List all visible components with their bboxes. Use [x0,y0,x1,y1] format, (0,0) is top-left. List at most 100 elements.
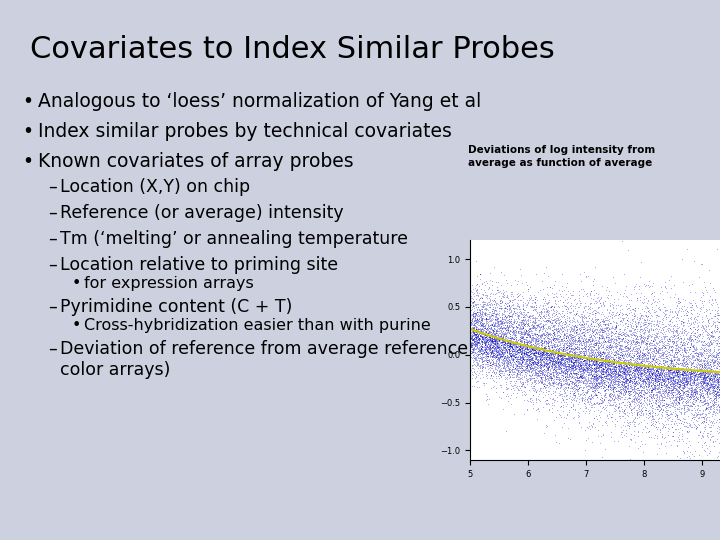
Point [611,349,622,358]
Point [663,383,675,391]
Point [483,334,495,343]
Point [703,381,715,389]
Point [543,350,554,359]
Point [520,343,531,352]
Point [607,400,618,408]
Point [547,346,559,354]
Point [559,349,570,357]
Point [714,339,720,348]
Point [470,339,482,348]
Point [534,348,546,357]
Point [615,362,626,371]
Point [468,360,480,368]
Point [580,383,592,391]
Point [662,427,673,435]
Point [703,370,715,379]
Point [703,374,715,383]
Point [568,381,580,390]
Point [667,376,678,384]
Point [512,354,523,363]
Point [633,352,644,361]
Point [521,341,532,350]
Point [714,362,720,370]
Point [559,369,571,377]
Point [471,329,482,338]
Point [695,370,706,379]
Point [628,394,639,403]
Point [685,309,697,318]
Point [708,359,720,368]
Point [657,314,668,322]
Point [636,347,647,356]
Point [626,359,637,368]
Point [590,371,602,380]
Point [531,415,542,423]
Point [582,355,594,364]
Point [667,375,678,384]
Point [553,343,564,352]
Point [633,350,644,359]
Point [694,303,706,312]
Point [499,349,510,357]
Point [513,360,525,368]
Point [698,396,710,404]
Point [573,329,585,338]
Point [572,373,584,382]
Point [690,384,702,393]
Point [572,361,583,370]
Point [646,378,657,387]
Point [524,371,536,380]
Point [625,364,636,373]
Point [648,392,660,400]
Point [620,364,631,373]
Point [658,364,670,373]
Point [691,349,703,357]
Point [632,370,644,379]
Point [478,278,490,286]
Point [518,326,530,335]
Point [620,364,631,373]
Point [544,347,556,355]
Point [470,340,482,349]
Point [652,294,664,303]
Point [652,380,663,389]
Point [663,411,675,420]
Point [469,341,480,350]
Point [512,353,523,361]
Point [554,309,566,318]
Point [537,351,549,360]
Point [711,375,720,383]
Point [544,283,555,292]
Point [644,370,656,379]
Point [510,304,522,313]
Point [679,361,690,370]
Point [485,342,496,350]
Point [480,363,491,372]
Point [714,348,720,357]
Point [497,349,508,357]
Point [628,422,639,430]
Point [602,293,613,302]
Point [539,342,551,350]
Point [506,343,518,352]
Point [652,366,663,374]
Point [565,394,577,403]
Point [497,319,508,328]
Point [603,361,614,369]
Point [611,342,622,350]
Point [712,392,720,400]
Point [711,327,720,336]
Point [490,329,501,338]
Point [535,323,546,332]
Point [690,381,701,389]
Point [713,381,720,390]
Point [616,368,628,377]
Point [600,323,611,332]
Point [657,369,668,377]
Point [509,294,521,303]
Point [563,359,575,368]
Point [508,300,519,308]
Point [495,347,507,355]
Point [706,338,717,346]
Point [525,339,536,348]
